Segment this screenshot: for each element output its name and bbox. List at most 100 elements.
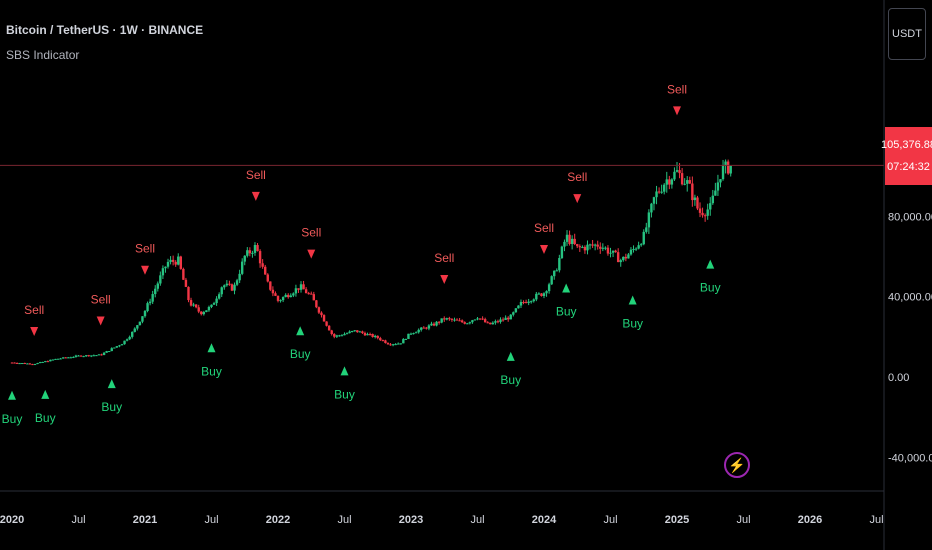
candle-body — [115, 346, 119, 348]
candle-body — [614, 250, 617, 253]
buy-arrow — [296, 326, 305, 336]
candle-body — [412, 333, 415, 335]
candle-body — [269, 281, 272, 290]
candle-body — [235, 280, 239, 285]
candle-body — [494, 321, 497, 323]
candle-body — [586, 244, 589, 251]
candle-body — [373, 335, 377, 337]
candle-body — [527, 301, 530, 303]
currency-button[interactable]: USDT — [888, 8, 926, 60]
candle-body — [246, 250, 249, 256]
candle-body — [721, 165, 725, 180]
candle-body — [302, 284, 305, 290]
candle-body — [343, 333, 346, 336]
candle-body — [243, 255, 246, 262]
candle-body — [146, 303, 149, 312]
candle-body — [407, 333, 410, 339]
candle-body — [576, 244, 579, 247]
candle-body — [430, 323, 433, 326]
candle-body — [281, 297, 285, 301]
candle-body — [256, 245, 259, 252]
candle-body — [547, 284, 551, 292]
x-tick-label: 2023 — [399, 514, 423, 526]
candle-body — [205, 310, 208, 313]
candle-body — [212, 303, 216, 305]
candle-body — [294, 288, 298, 294]
candle-body — [276, 295, 280, 301]
symbol-title[interactable]: Bitcoin / TetherUS · 1W · BINANCE — [6, 23, 204, 37]
candle-body — [79, 355, 83, 357]
x-tick-label: 2020 — [0, 514, 24, 526]
sell-label: Sell — [246, 168, 266, 182]
candle-body — [468, 322, 472, 324]
candle-body — [624, 256, 628, 259]
candle-body — [220, 287, 223, 295]
candle-body — [169, 259, 172, 262]
candle-body — [36, 363, 39, 365]
candle-body — [565, 234, 569, 242]
candle-body — [233, 284, 236, 291]
candle-body — [61, 357, 65, 359]
sell-arrow — [440, 274, 449, 284]
candle-body — [678, 170, 681, 174]
candle-body — [38, 362, 42, 364]
candle-body — [33, 364, 37, 366]
candle-body — [670, 179, 674, 185]
candle-body — [304, 289, 308, 294]
candle-body — [356, 330, 359, 333]
candle-body — [69, 357, 73, 359]
candle-body — [376, 335, 379, 339]
x-tick-label: 2021 — [133, 514, 157, 526]
candle-body — [82, 356, 85, 358]
candle-body — [279, 300, 282, 302]
y-tick-label: 0.00 — [888, 372, 909, 384]
sell-arrow — [540, 244, 548, 254]
candle-body — [399, 343, 402, 345]
candle-body — [650, 203, 653, 213]
candle-body — [338, 335, 341, 337]
candle-body — [90, 355, 93, 357]
sell-label: Sell — [434, 251, 454, 265]
sell-label: Sell — [91, 293, 111, 307]
candle-body — [427, 325, 431, 329]
candle-body — [714, 190, 717, 196]
sell-arrow — [96, 316, 105, 326]
sell-arrow — [251, 191, 260, 201]
candle-body — [10, 362, 14, 364]
candle-body — [481, 318, 484, 320]
candle-body — [64, 357, 67, 359]
candle-body — [581, 246, 584, 248]
buy-label: Buy — [2, 412, 23, 426]
candle-body — [420, 327, 423, 330]
candle-body — [335, 335, 339, 337]
candle-body — [371, 334, 374, 337]
candle-body — [248, 250, 252, 254]
candle-body — [619, 260, 622, 263]
candle-body — [570, 238, 574, 244]
candle-body — [601, 247, 605, 249]
candle-body — [660, 191, 663, 193]
candle-body — [187, 286, 190, 301]
buy-label: Buy — [201, 364, 222, 378]
candle-body — [473, 319, 477, 321]
x-tick-label: 2024 — [532, 514, 557, 526]
candle-body — [164, 266, 167, 269]
candle-body — [307, 293, 310, 295]
candle-body — [512, 312, 515, 315]
candle-body — [125, 339, 129, 341]
candle-body — [379, 338, 382, 341]
candle-body — [363, 332, 367, 336]
candle-body — [691, 183, 694, 201]
candle-body — [647, 212, 651, 228]
candle-body — [675, 170, 679, 172]
candle-body — [506, 317, 510, 320]
indicator-label[interactable]: SBS Indicator — [6, 48, 80, 62]
candle-body — [668, 179, 671, 185]
lightning-bolt-icon[interactable]: ⚡ — [724, 452, 750, 478]
candle-body — [540, 293, 543, 297]
x-tick-label: 2025 — [665, 514, 689, 526]
candle-body — [110, 348, 113, 352]
time-axis[interactable]: 2020 Jul 2021 Jul 2022 Jul 2023 Jul 2024 Jul 2025 J… — [0, 514, 884, 526]
